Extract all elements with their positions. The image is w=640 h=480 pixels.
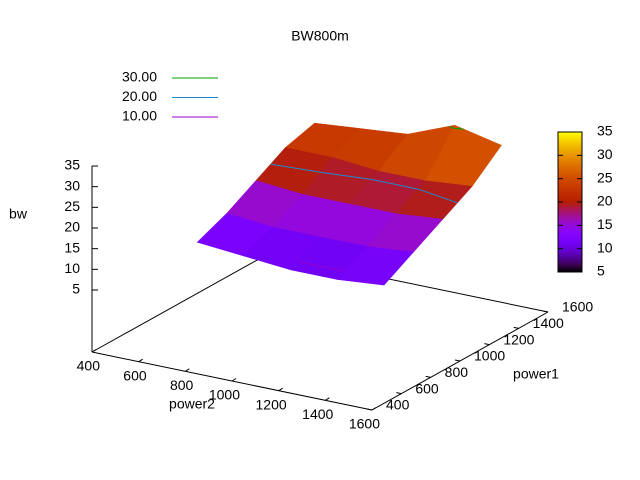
y-tick xyxy=(513,326,519,329)
x-tick xyxy=(325,397,330,401)
contour-line xyxy=(449,125,454,129)
legend-label: 10.00 xyxy=(122,108,157,124)
x-tick xyxy=(185,368,190,372)
z-tick-label: 20 xyxy=(64,219,80,235)
y-tick xyxy=(396,392,402,395)
x-tick-label: 600 xyxy=(123,367,147,383)
z-axis-label: bw xyxy=(9,206,28,222)
contour-line xyxy=(453,127,465,130)
colorbar-tick-label: 15 xyxy=(597,216,613,232)
y-tick xyxy=(542,310,549,313)
x-tick-label: 800 xyxy=(170,377,194,393)
y-tick xyxy=(366,408,373,411)
contour-line xyxy=(270,163,321,173)
y-tick xyxy=(454,359,461,362)
colorbar-tick-label: 5 xyxy=(597,263,605,279)
colorbar-tick-label: 35 xyxy=(597,123,613,139)
z-tick-label: 15 xyxy=(64,239,80,255)
x-axis-label: power2 xyxy=(169,396,215,412)
colorbar-tick-label: 25 xyxy=(597,169,613,185)
legend-label: 30.00 xyxy=(122,69,157,85)
colorbar-tick-label: 20 xyxy=(597,193,613,209)
x-tick xyxy=(91,349,97,353)
contour-line xyxy=(297,261,345,272)
x-tick xyxy=(371,407,377,411)
x-tick-label: 1000 xyxy=(209,387,240,403)
z-tick-label: 30 xyxy=(64,177,80,193)
x-tick-label: 1600 xyxy=(349,416,380,432)
y-tick-label: 1400 xyxy=(533,315,564,331)
x-tick-label: 400 xyxy=(77,358,101,374)
contour-line xyxy=(320,171,372,180)
x-tick xyxy=(138,358,143,363)
legend-label: 20.00 xyxy=(122,88,157,104)
colorbar-tick-label: 30 xyxy=(597,146,613,162)
z-tick-label: 25 xyxy=(64,198,80,214)
y-axis-label: power1 xyxy=(513,366,559,382)
z-tick-label: 5 xyxy=(72,281,80,297)
y-tick xyxy=(425,375,431,378)
x-tick-label: 1200 xyxy=(256,396,287,412)
y-tick-label: 800 xyxy=(445,364,469,380)
chart-title: BW800m xyxy=(291,28,349,44)
x-tick-label: 1400 xyxy=(302,406,333,422)
z-tick-label: 10 xyxy=(64,260,80,276)
y-tick-label: 1200 xyxy=(503,331,534,347)
y-tick-label: 600 xyxy=(415,380,439,396)
contour-line xyxy=(417,188,458,204)
y-tick-label: 1600 xyxy=(562,299,593,315)
surface-cell xyxy=(336,246,414,286)
y-tick-label: 400 xyxy=(386,397,410,413)
x-tick xyxy=(278,387,283,392)
base-edge xyxy=(91,253,269,353)
contour-line xyxy=(371,178,419,190)
y-tick xyxy=(484,343,490,346)
colorbar-tick-label: 10 xyxy=(597,239,613,255)
x-tick xyxy=(231,378,237,382)
z-tick-label: 35 xyxy=(64,157,80,173)
y-tick-label: 1000 xyxy=(474,348,505,364)
